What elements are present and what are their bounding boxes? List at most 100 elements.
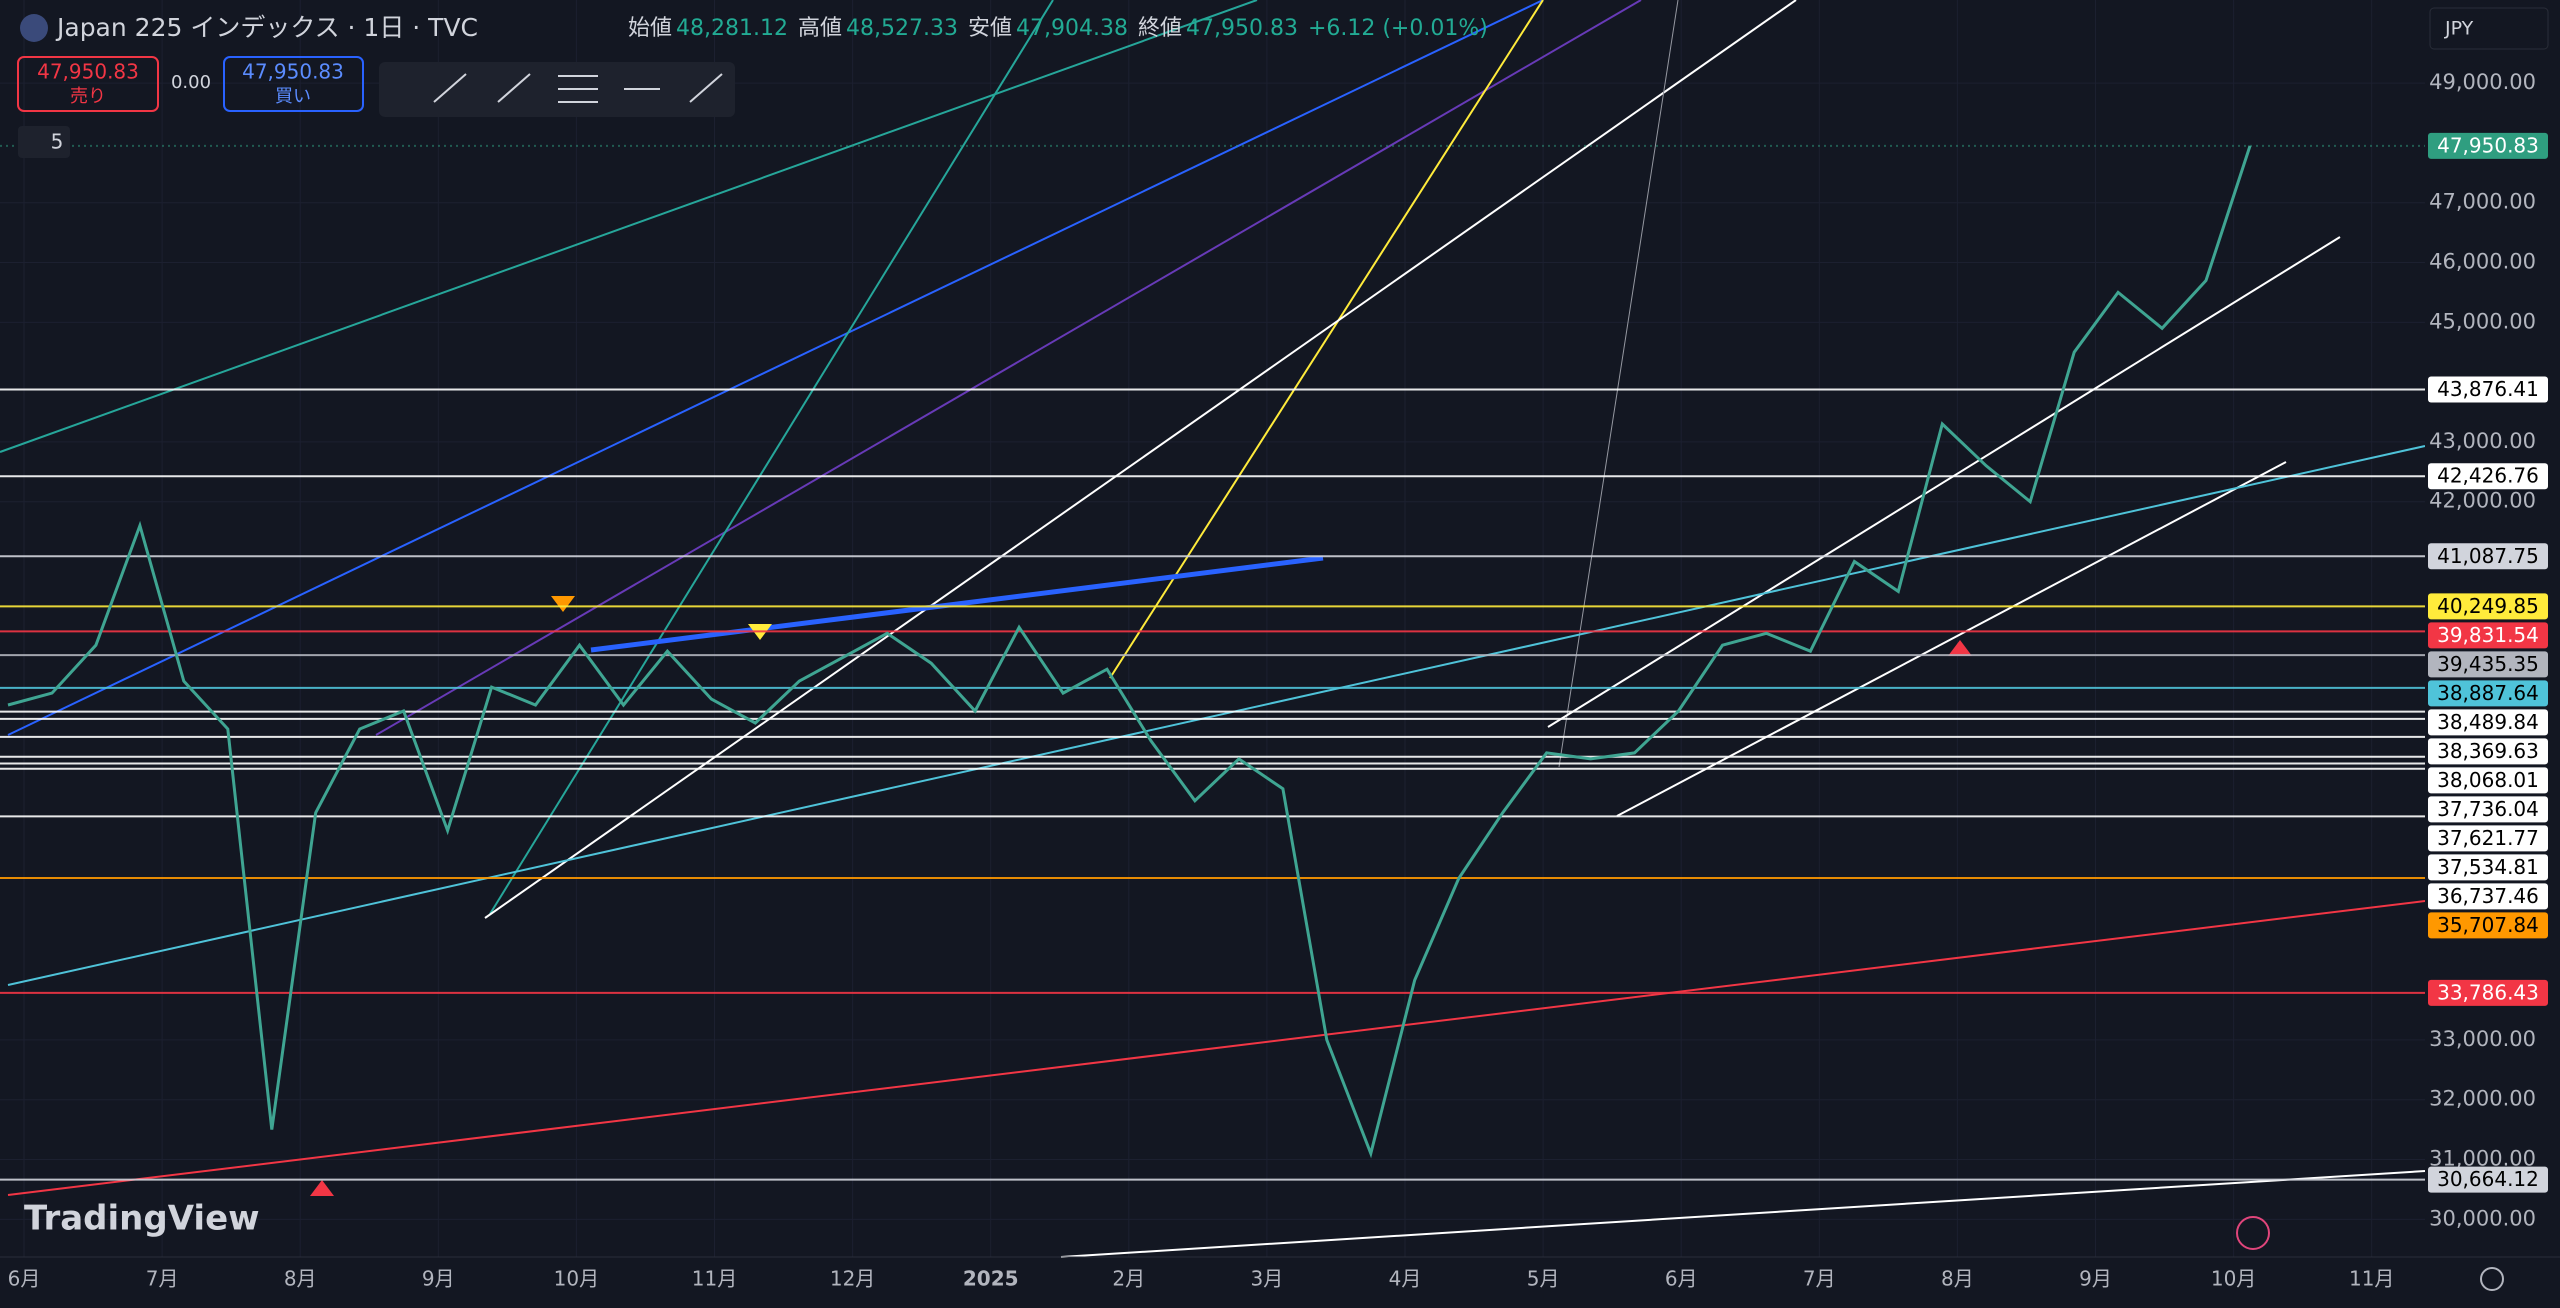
symbol-title: Japan 225 インデックス · 1日 · TVC: [55, 13, 478, 42]
ohlc-value: 48,527.33: [846, 16, 958, 41]
level-label-box: [2428, 854, 2548, 881]
level-label: 35,707.84: [2437, 913, 2539, 937]
x-tick-label: 9月: [2079, 1267, 2112, 1291]
level-label: 42,426.76: [2437, 464, 2539, 488]
level-label-box: [2428, 738, 2548, 765]
drawing-toolbar: [379, 62, 735, 117]
y-tick-label: 49,000.00: [2429, 70, 2536, 94]
y-tick-label: 46,000.00: [2429, 250, 2536, 274]
y-tick-label: 43,000.00: [2429, 429, 2536, 453]
ohlc-value: 48,281.12: [676, 16, 788, 41]
x-tick-label: 4月: [1389, 1267, 1422, 1291]
ohlc-value: 47,904.38: [1016, 16, 1128, 41]
level-label-box: [2428, 376, 2548, 403]
level-label-box: [2428, 543, 2548, 570]
x-tick-label: 2025: [963, 1267, 1019, 1291]
sell-button[interactable]: [17, 56, 159, 112]
x-tick-label: 12月: [830, 1267, 875, 1291]
y-tick-label: 31,000.00: [2429, 1147, 2536, 1171]
level-label-box: [2428, 463, 2548, 490]
toolbar-icons: [433, 73, 723, 103]
x-tick-label: 8月: [1941, 1267, 1974, 1291]
alert-icon[interactable]: [2236, 1216, 2270, 1250]
level-label: 41,087.75: [2437, 544, 2539, 568]
x-tick-label: 11月: [692, 1267, 737, 1291]
level-label: 39,435.35: [2437, 652, 2539, 676]
level-label-box: [2428, 883, 2548, 910]
buy-button[interactable]: [223, 56, 364, 112]
x-tick-label: 7月: [146, 1267, 179, 1291]
level-label: 33,786.43: [2437, 980, 2539, 1004]
x-tick-label: 10月: [2211, 1267, 2256, 1291]
trendline: [590, 555, 1324, 653]
symbol-logo: [20, 14, 48, 42]
ohlc-name: 終値: [1138, 16, 1182, 41]
level-label-box: [2428, 593, 2548, 620]
level-label: 47,950.83: [2437, 133, 2539, 157]
level-label: 30,664.12: [2437, 1167, 2539, 1191]
x-tick-label: 5月: [1527, 1267, 1560, 1291]
y-tick-label: 42,000.00: [2429, 489, 2536, 513]
tool-icon[interactable]: [433, 73, 467, 103]
trendline: [1547, 236, 2341, 728]
x-tick-label: 3月: [1251, 1267, 1284, 1291]
tool-icon[interactable]: [497, 73, 531, 103]
x-tick-label: 2月: [1112, 1267, 1145, 1291]
indicator-toggle[interactable]: [18, 126, 70, 158]
level-label-box: [2428, 680, 2548, 707]
y-tick-label: 33,000.00: [2429, 1027, 2536, 1051]
y-tick-label: 30,000.00: [2429, 1206, 2536, 1230]
ohlc-name: 高値: [798, 16, 842, 41]
x-tick-label: 7月: [1803, 1267, 1836, 1291]
level-label: 37,736.04: [2437, 797, 2539, 821]
trendline: [489, 0, 1054, 915]
levels: [0, 144, 2425, 1181]
level-label: 38,369.63: [2437, 739, 2539, 763]
buy-label: 買い: [275, 86, 311, 107]
level-label: 38,068.01: [2437, 768, 2539, 792]
currency: JPY: [2444, 18, 2474, 40]
axes: 30,000.00 31,000.00 32,000.00 33,000.00 42,0…: [8, 70, 2548, 1291]
level-label: 38,489.84: [2437, 710, 2539, 734]
y-tick-label: 45,000.00: [2429, 309, 2536, 333]
tool-icon[interactable]: [689, 73, 723, 103]
trendline: [0, 0, 1258, 453]
ohlc-name: 安値: [968, 16, 1012, 41]
indicator-count: 5: [51, 130, 64, 154]
settings-icon[interactable]: [2480, 1267, 2504, 1291]
level-label: 37,621.77: [2437, 826, 2539, 850]
level-label: 39,831.54: [2437, 623, 2539, 647]
y-tick-label: 32,000.00: [2429, 1087, 2536, 1111]
sell-price: 47,950.83: [37, 60, 139, 84]
level-label: 43,876.41: [2437, 377, 2539, 401]
arrow-marker: [310, 1180, 334, 1196]
level-label-box: [2428, 132, 2548, 159]
level-label-box: [2428, 979, 2548, 1006]
price-line: [7, 145, 2252, 1159]
trendline: [7, 900, 2426, 1196]
x-tick-label: 11月: [2349, 1267, 2394, 1291]
drawings: [0, 0, 2426, 1258]
buy-price: 47,950.83: [242, 60, 344, 84]
arrow-marker: [551, 596, 575, 612]
trendline: [7, 0, 1544, 736]
x-tick-label: 10月: [554, 1267, 599, 1291]
level-label: 38,887.64: [2437, 681, 2539, 705]
series: [7, 145, 2252, 1159]
ohlc-value: 47,950.83: [1186, 16, 1298, 41]
level-label-box: [2428, 825, 2548, 852]
x-tick-label: 9月: [422, 1267, 455, 1291]
level-label: 37,534.81: [2437, 855, 2539, 879]
y-tick-label: 47,000.00: [2429, 190, 2536, 214]
level-label-box: [2428, 767, 2548, 794]
trendline: [1109, 0, 1544, 679]
trendline: [1060, 1170, 2426, 1258]
level-label: 40,249.85: [2437, 594, 2539, 618]
ohlc: 始値 48,281.12 高値 48,527.33 安値 47,904.38 終値 47,95…: [628, 16, 1488, 41]
ohlc-name: 始値: [628, 16, 672, 41]
trendline: [375, 0, 1642, 736]
x-tick-label: 6月: [8, 1267, 41, 1291]
currency-button[interactable]: [2429, 7, 2549, 50]
